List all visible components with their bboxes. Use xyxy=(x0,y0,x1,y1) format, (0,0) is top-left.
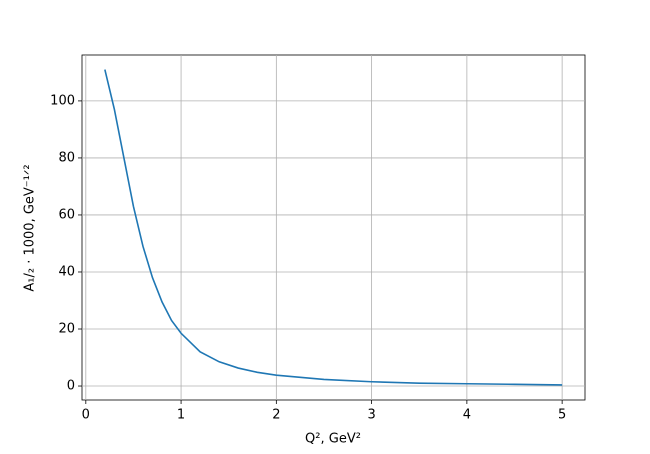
x-tick-label: 3 xyxy=(367,408,375,423)
x-tick-label: 0 xyxy=(82,408,90,423)
x-tick-label: 1 xyxy=(177,408,185,423)
y-tick-label: 40 xyxy=(58,264,75,279)
y-tick-label: 80 xyxy=(58,150,75,165)
plot-frame xyxy=(81,54,586,401)
line xyxy=(104,69,563,386)
y-tick-label: 20 xyxy=(58,322,75,337)
y-tick-label: 0 xyxy=(67,379,75,394)
x-tick-label: 2 xyxy=(272,408,280,423)
y-tick-label: 100 xyxy=(50,93,75,108)
x-tick-label: 5 xyxy=(558,408,566,423)
x-tick-label: 4 xyxy=(463,408,471,423)
x-axis-label: Q², GeV² xyxy=(305,432,361,447)
y-tick-label: 60 xyxy=(58,207,75,222)
y-axis-label: A₁/₂ · 1000, GeV⁻¹ᐟ² xyxy=(23,164,38,291)
